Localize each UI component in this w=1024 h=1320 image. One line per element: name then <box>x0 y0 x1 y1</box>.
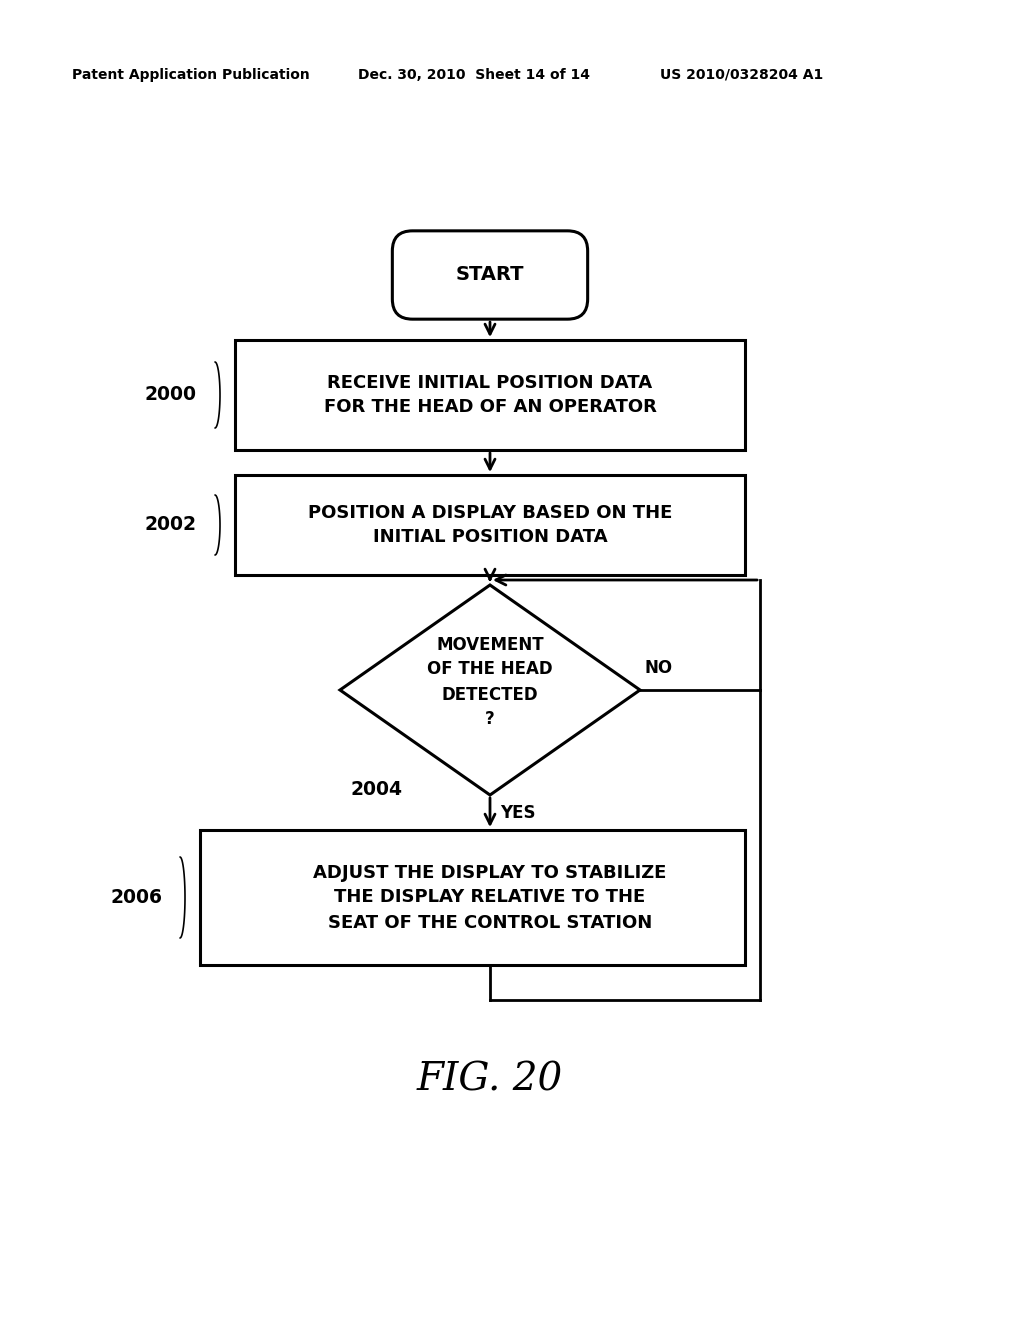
Text: Dec. 30, 2010  Sheet 14 of 14: Dec. 30, 2010 Sheet 14 of 14 <box>358 69 590 82</box>
Text: ADJUST THE DISPLAY TO STABILIZE
THE DISPLAY RELATIVE TO THE
SEAT OF THE CONTROL : ADJUST THE DISPLAY TO STABILIZE THE DISP… <box>313 863 667 932</box>
Text: 2002: 2002 <box>145 516 197 535</box>
Bar <box>234 475 745 576</box>
Text: US 2010/0328204 A1: US 2010/0328204 A1 <box>660 69 823 82</box>
Text: NO: NO <box>645 659 673 677</box>
Bar <box>234 341 745 450</box>
Text: START: START <box>456 265 524 285</box>
Text: YES: YES <box>500 804 536 822</box>
Text: 2004: 2004 <box>350 780 402 799</box>
Text: POSITION A DISPLAY BASED ON THE
INITIAL POSITION DATA: POSITION A DISPLAY BASED ON THE INITIAL … <box>308 503 672 546</box>
Polygon shape <box>340 585 640 795</box>
Text: MOVEMENT
OF THE HEAD
DETECTED
?: MOVEMENT OF THE HEAD DETECTED ? <box>427 635 553 729</box>
Bar <box>200 830 745 965</box>
Text: FIG. 20: FIG. 20 <box>417 1061 563 1098</box>
Text: Patent Application Publication: Patent Application Publication <box>72 69 309 82</box>
Text: RECEIVE INITIAL POSITION DATA
FOR THE HEAD OF AN OPERATOR: RECEIVE INITIAL POSITION DATA FOR THE HE… <box>324 374 656 417</box>
FancyBboxPatch shape <box>392 231 588 319</box>
Text: 2006: 2006 <box>110 888 162 907</box>
Text: 2000: 2000 <box>145 385 197 404</box>
